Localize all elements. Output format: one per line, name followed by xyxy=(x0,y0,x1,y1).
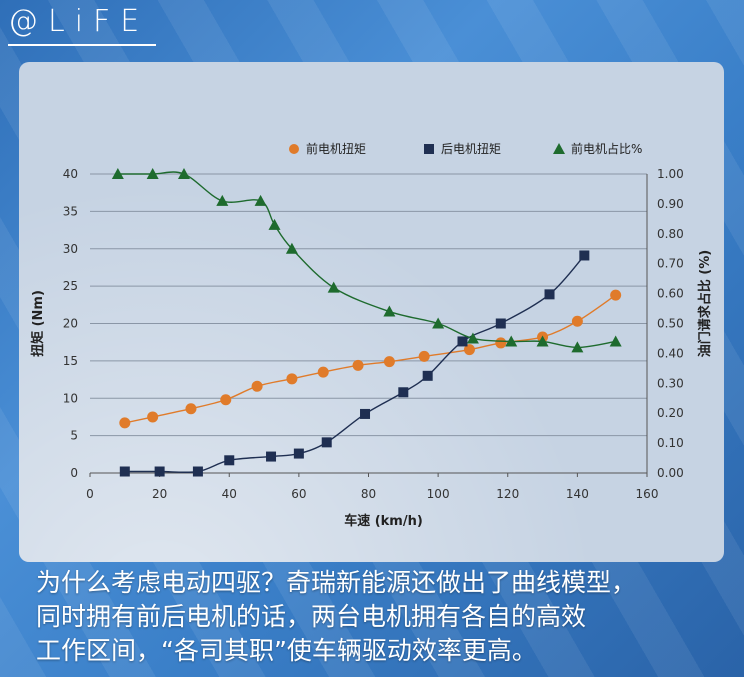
y2-tick-label: 0.90 xyxy=(657,197,684,211)
series-line-0 xyxy=(124,294,617,424)
y-tick-label: 20 xyxy=(63,317,78,331)
x-tick-label: 100 xyxy=(427,487,450,501)
front-torque-point xyxy=(147,411,159,423)
caption-line-1: 为什么考虑电动四驱？奇瑞新能源还做出了曲线模型， xyxy=(36,568,637,597)
rear-torque-point xyxy=(398,387,409,398)
y-tick-label: 15 xyxy=(63,354,78,368)
x-tick-label: 160 xyxy=(636,487,659,501)
rear-torque-point xyxy=(266,451,277,462)
front-torque-point xyxy=(610,289,622,301)
axes: 0 5 10 15 20 25 30 35 40 0.00 0.10 0.20 0.30 0.40 0.50… xyxy=(30,167,713,529)
front-share-point xyxy=(383,305,396,317)
rear-torque-point xyxy=(579,250,590,261)
y2-tick-label: 1.00 xyxy=(657,167,684,181)
x-axis-label: 车速 (km/h) xyxy=(344,513,423,529)
y-axis-label: 扭矩 (Nm) xyxy=(30,290,46,357)
caption-line-3: 工作区间，“各司其职”使车辆驱动效率更高。 xyxy=(36,636,537,665)
front-torque-point xyxy=(352,359,364,371)
front-share-point xyxy=(571,341,584,353)
front-torque-point xyxy=(571,315,583,327)
y2-tick-label: 0.70 xyxy=(657,257,684,271)
rear-torque-point xyxy=(293,448,304,459)
rear-torque-point xyxy=(457,336,468,347)
legend-label: 前电机扭矩 xyxy=(306,141,366,156)
y-tick-label: 30 xyxy=(63,242,78,256)
front-torque-point xyxy=(220,394,232,406)
front-share-point xyxy=(146,168,159,179)
front-share-point xyxy=(536,335,549,347)
caption: 为什么考虑电动四驱？奇瑞新能源还做出了曲线模型， 同时拥有前后电机的话，两台电机… xyxy=(36,566,736,668)
panel-decoration xyxy=(19,62,724,562)
front-share-point xyxy=(216,194,229,206)
rear-torque-point xyxy=(544,289,555,300)
front-share-point xyxy=(268,218,281,230)
rear-torque-point xyxy=(224,455,235,466)
front-share-point xyxy=(327,281,340,293)
front-torque-point xyxy=(383,356,395,368)
y-tick-label: 25 xyxy=(63,279,78,293)
y2-tick-label: 0.10 xyxy=(657,436,684,450)
brand-logo: @LiFE xyxy=(8,4,150,39)
caption-line-2: 同时拥有前后电机的话，两台电机拥有各自的高效 xyxy=(36,602,587,631)
rear-torque-point xyxy=(192,466,203,477)
front-share-point xyxy=(285,242,298,254)
front-torque-point xyxy=(251,380,263,392)
legend-marker-front-share xyxy=(553,143,565,154)
x-tick-label: 60 xyxy=(291,487,306,501)
legend-marker-rear-torque xyxy=(424,144,434,154)
x-tick-label: 120 xyxy=(496,487,519,501)
front-share-point xyxy=(177,168,190,179)
legend-marker-front-torque xyxy=(289,144,299,154)
rear-torque-point xyxy=(422,370,433,381)
front-torque-point xyxy=(185,403,197,415)
y2-axis-label: 油门请求占比 (%) xyxy=(697,250,713,357)
rear-torque-point xyxy=(495,318,506,329)
y2-tick-label: 0.40 xyxy=(657,346,684,360)
y-tick-label: 0 xyxy=(70,466,78,480)
rear-torque-point xyxy=(321,437,332,448)
y2-tick-label: 0.20 xyxy=(657,406,684,420)
y-tick-label: 10 xyxy=(63,391,78,405)
x-tick-label: 80 xyxy=(361,487,376,501)
front-torque-point xyxy=(418,350,430,362)
legend-label: 前电机占比% xyxy=(571,141,642,156)
front-share-point xyxy=(466,332,479,344)
y2-tick-label: 0.80 xyxy=(657,227,684,241)
x-tick-label: 140 xyxy=(566,487,589,501)
y2-tick-label: 0.50 xyxy=(657,317,684,331)
y2-tick-label: 0.30 xyxy=(657,376,684,390)
data-series xyxy=(111,168,622,477)
x-tick-label: 20 xyxy=(152,487,167,501)
chart-panel: 0 5 10 15 20 25 30 35 40 0.00 0.10 0.20 0.30 0.40 0.50… xyxy=(19,62,724,562)
legend: 前电机扭矩 后电机扭矩 前电机占比% xyxy=(289,141,642,156)
front-torque-point xyxy=(495,337,507,349)
front-torque-point xyxy=(286,373,298,385)
logo-underline xyxy=(8,44,156,46)
y2-tick-label: 0.60 xyxy=(657,287,684,301)
y-tick-label: 35 xyxy=(63,204,78,218)
rear-torque-point xyxy=(119,466,130,477)
front-share-point xyxy=(254,194,267,206)
torque-chart: 0 5 10 15 20 25 30 35 40 0.00 0.10 0.20 0.30 0.40 0.50… xyxy=(30,141,713,529)
grid-lines xyxy=(90,173,647,474)
front-share-point xyxy=(505,335,518,347)
y2-tick-label: 0.00 xyxy=(657,466,684,480)
front-share-point xyxy=(432,317,445,329)
rear-torque-point xyxy=(360,408,371,419)
x-tick-label: 40 xyxy=(222,487,237,501)
front-share-point xyxy=(111,168,124,179)
front-torque-point xyxy=(119,417,131,429)
front-share-point xyxy=(609,335,622,347)
rear-torque-point xyxy=(154,466,165,477)
front-torque-point xyxy=(317,366,329,378)
x-tick-label: 0 xyxy=(86,487,94,501)
y-tick-label: 5 xyxy=(70,429,78,443)
front-torque-point xyxy=(463,344,475,356)
y-tick-label: 40 xyxy=(63,167,78,181)
legend-label: 后电机扭矩 xyxy=(441,142,501,156)
series-line-2 xyxy=(117,171,616,349)
